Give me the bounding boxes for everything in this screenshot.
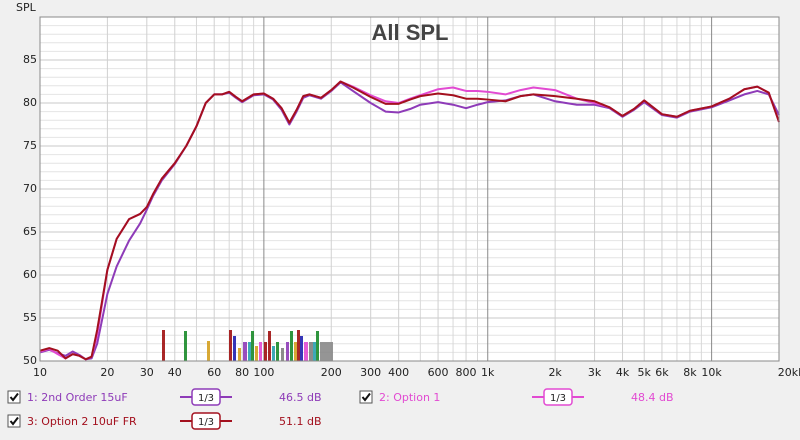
x-tick-label: 400	[388, 366, 409, 379]
marker-bar	[268, 331, 271, 361]
checkbox[interactable]	[7, 390, 21, 404]
plot-frame	[39, 16, 780, 362]
x-tick-label: 20	[100, 366, 114, 379]
marker-bar	[207, 341, 210, 361]
marker-bar	[313, 342, 316, 361]
smoothing-button[interactable]	[543, 388, 573, 406]
x-tick-label: 80	[235, 366, 249, 379]
y-tick-label: 85	[23, 53, 37, 66]
x-tick-label: 600	[428, 366, 449, 379]
legend-name: 3: Option 2 10uF FR	[27, 415, 137, 428]
smoothing-button[interactable]	[191, 412, 221, 430]
curves	[39, 80, 780, 361]
legend: 1: 2nd Order 15uF 1/3 46.5 dB 2: Option 1 1/…	[7, 388, 674, 430]
x-tick-label: 6k	[655, 366, 669, 379]
marker-bar	[281, 348, 284, 361]
checkbox-check[interactable]	[9, 416, 19, 426]
grid	[39, 17, 780, 362]
x-tick-label: 4k	[616, 366, 630, 379]
x-tick-label: 20kHz	[778, 366, 800, 379]
x-tick-label: 5k	[638, 366, 652, 379]
x-tick-label: 10k	[701, 366, 722, 379]
x-tick-label: 800	[456, 366, 477, 379]
x-tick-label: 100	[253, 366, 274, 379]
marker-bars	[162, 330, 333, 361]
smoothing-label: 1/3	[198, 393, 214, 404]
marker-bar	[286, 342, 289, 361]
legend-item: 1: 2nd Order 15uF 1/3 46.5 dB	[7, 388, 322, 406]
marker-bar	[320, 342, 333, 361]
marker-bar	[233, 336, 236, 361]
marker-bar	[300, 336, 303, 361]
marker-bar	[184, 331, 187, 361]
x-tick-label: 3k	[588, 366, 602, 379]
level-label: 51.1 dB	[279, 415, 322, 428]
legend-name: 2: Option 1	[379, 391, 440, 404]
marker-bar	[259, 342, 262, 361]
legend-item: 3: Option 2 10uF FR 1/3 51.1 dB	[7, 412, 322, 430]
x-tick-label: 10	[33, 366, 47, 379]
marker-bar	[276, 342, 279, 361]
x-tick-label: 2k	[548, 366, 562, 379]
legend-name: 1: 2nd Order 15uF	[27, 391, 128, 404]
marker-bar	[264, 342, 267, 361]
marker-bar	[255, 346, 258, 361]
checkbox[interactable]	[7, 414, 21, 428]
marker-bar	[251, 331, 254, 361]
marker-bar	[294, 342, 297, 361]
marker-bar	[272, 346, 275, 361]
marker-bar	[248, 342, 251, 361]
x-tick-label: 60	[207, 366, 221, 379]
marker-bar	[162, 330, 165, 361]
series-line	[39, 80, 780, 361]
x-tick-label: 300	[360, 366, 381, 379]
marker-bar	[238, 348, 241, 361]
marker-bar	[290, 331, 293, 361]
y-tick-label: 60	[23, 268, 37, 281]
marker-bar	[243, 342, 247, 361]
marker-bar	[297, 330, 300, 361]
checkbox[interactable]	[359, 390, 373, 404]
x-tick-label: 200	[321, 366, 342, 379]
level-label: 48.4 dB	[631, 391, 674, 404]
smoothing-button[interactable]	[191, 388, 221, 406]
x-tick-label: 30	[140, 366, 154, 379]
y-tick-label: 50	[23, 354, 37, 367]
y-tick-label: 80	[23, 96, 37, 109]
legend-item: 2: Option 1 1/3 48.4 dB	[359, 388, 674, 406]
marker-bar	[229, 330, 232, 361]
y-tick-label: 55	[23, 311, 37, 324]
level-label: 46.5 dB	[279, 391, 322, 404]
x-tick-label: 1k	[481, 366, 495, 379]
checkbox-check[interactable]	[9, 392, 19, 402]
smoothing-label: 1/3	[198, 417, 214, 428]
x-tick-label: 40	[168, 366, 182, 379]
smoothing-label: 1/3	[550, 393, 566, 404]
checkbox-check[interactable]	[361, 392, 371, 402]
marker-bar	[304, 342, 308, 361]
marker-bar	[309, 342, 313, 361]
y-tick-label: 70	[23, 182, 37, 195]
y-tick-label: 65	[23, 225, 37, 238]
y-axis-label: SPL	[16, 1, 37, 14]
chart-title: All SPL	[371, 20, 448, 45]
x-tick-label: 8k	[683, 366, 697, 379]
y-tick-label: 75	[23, 139, 37, 152]
marker-bar	[316, 331, 319, 361]
